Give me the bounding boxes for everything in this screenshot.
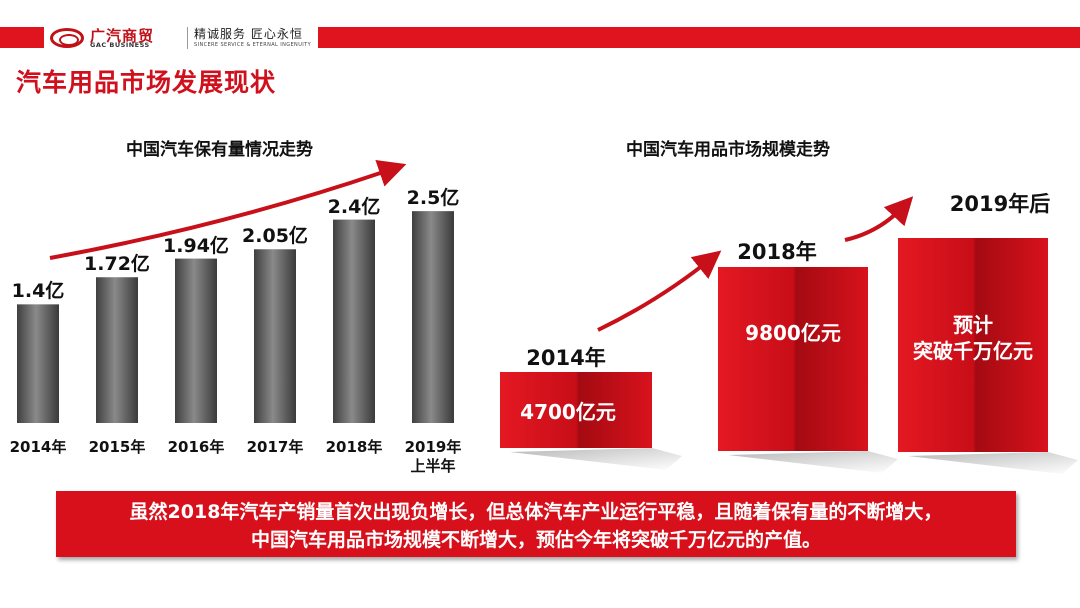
market-box-1 [718, 267, 868, 451]
x-tick-label: 2016年 [167, 438, 225, 456]
bar-value-label: 2.4亿 [327, 195, 381, 218]
x-tick-label: 2014年 [9, 438, 67, 456]
logo-text-en: GAC BUSINESS [90, 41, 150, 49]
box-shadow-0 [510, 448, 682, 470]
header-bar-right [318, 27, 1080, 48]
bar-5 [412, 211, 454, 423]
gac-emblem-icon [50, 28, 84, 48]
bar-value-label: 1.4亿 [11, 280, 65, 303]
x-tick-label: 2017年 [246, 438, 304, 456]
bar-value-label: 1.72亿 [84, 253, 150, 276]
market-year-label: 2018年 [737, 240, 817, 264]
x-tick-label: 2018年 [325, 438, 383, 456]
chart2-title: 中国汽车用品市场规模走势 [626, 140, 830, 160]
logo-text-cn: 广汽商贸 [90, 27, 155, 45]
slogan-en: SINCERE SERVICE & ETERNAL INGENUITY [194, 42, 312, 48]
x-tick-label: 2015年 [88, 438, 146, 456]
bar-2 [175, 258, 217, 423]
bar-1 [96, 277, 138, 423]
bar-4 [333, 219, 375, 423]
logo-divider [187, 27, 188, 49]
trend-arrow-icon [597, 250, 722, 332]
page-title: 汽车用品市场发展现状 [16, 68, 277, 97]
logo: 广汽商贸 GAC BUSINESS 精诚服务 匠心永恒 SINCERE SERV… [46, 22, 316, 54]
bar-value-label: 2.5亿 [406, 187, 460, 210]
bar-value-label: 1.94亿 [163, 234, 229, 257]
x-tick-label: 2019年 上半年 [404, 438, 462, 475]
slogan-cn: 精诚服务 匠心永恒 [194, 27, 303, 41]
market-box-0 [500, 372, 652, 448]
summary-line-2: 中国汽车用品市场规模不断增大，预估今年将突破千万亿元的产值。 [250, 529, 821, 551]
market-year-label: 2019年后 [949, 192, 1051, 216]
trend-arrow-icon [49, 159, 407, 260]
box-shadow-1 [728, 451, 898, 473]
market-value-label: 预计 突破千万亿元 [913, 313, 1033, 363]
market-value-label: 4700亿元 [520, 400, 616, 424]
bar-value-label: 2.05亿 [242, 225, 308, 248]
box-shadow-2 [908, 452, 1078, 474]
trend-arrow-icon [844, 196, 914, 242]
chart1-title: 中国汽车保有量情况走势 [126, 140, 313, 160]
market-box-2 [898, 238, 1048, 452]
summary-box: 虽然2018年汽车产销量首次出现负增长，但总体汽车产业运行平稳，且随着保有量的不… [56, 491, 1016, 557]
market-value-label: 9800亿元 [745, 321, 841, 345]
bar-3 [254, 249, 296, 423]
header-bar-left [0, 27, 44, 48]
bar-0 [17, 304, 59, 423]
summary-line-1: 虽然2018年汽车产销量首次出现负增长，但总体汽车产业运行平稳，且随着保有量的不… [129, 501, 943, 523]
market-year-label: 2014年 [526, 346, 606, 370]
